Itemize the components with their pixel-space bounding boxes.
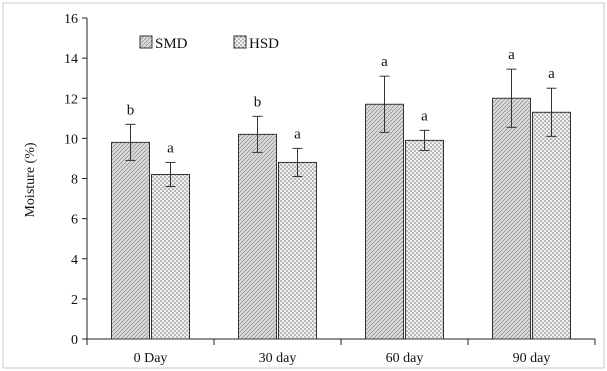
bar-hsd xyxy=(405,139,444,340)
significance-labels: b a b a a a a a xyxy=(127,47,555,156)
bar-hsd xyxy=(278,161,317,340)
bar-smd xyxy=(492,97,531,340)
bar-smd xyxy=(238,133,277,340)
legend-swatch-hsd xyxy=(233,35,247,49)
significance-label: b xyxy=(127,102,135,118)
y-tick-label: 14 xyxy=(64,52,78,67)
y-tick-label: 16 xyxy=(64,12,78,27)
legend: SMD HSD xyxy=(139,35,279,52)
y-tick-label: 12 xyxy=(64,92,78,107)
y-tick-label: 2 xyxy=(71,293,78,308)
bars xyxy=(111,97,571,340)
error-bars xyxy=(125,68,557,188)
legend-label-smd: SMD xyxy=(155,36,188,52)
y-tick-label: 8 xyxy=(71,173,78,188)
significance-label: b xyxy=(254,94,262,110)
significance-label: a xyxy=(294,126,301,142)
bar-smd xyxy=(111,141,150,340)
significance-label: a xyxy=(508,47,515,63)
significance-label: a xyxy=(421,108,428,124)
x-category-label: 0 Day xyxy=(134,351,168,366)
y-tick-label: 0 xyxy=(71,333,78,348)
legend-swatch-smd xyxy=(139,35,153,49)
x-category-label: 30 day xyxy=(259,351,297,366)
y-axis-label: Moisture (%) xyxy=(23,142,38,217)
y-tick-label: 4 xyxy=(71,253,78,268)
bar-smd xyxy=(365,103,404,340)
y-tick-label: 10 xyxy=(64,132,78,147)
x-category-label: 60 day xyxy=(386,351,424,366)
bar-hsd xyxy=(151,173,190,340)
y-axis: 0 2 4 6 8 10 12 14 16 xyxy=(64,12,88,348)
y-tick-label: 6 xyxy=(71,213,78,228)
x-category-label: 90 day xyxy=(513,351,551,366)
legend-label-hsd: HSD xyxy=(249,36,279,52)
significance-label: a xyxy=(167,140,174,156)
bar-hsd xyxy=(532,111,571,340)
significance-label: a xyxy=(381,54,388,70)
significance-label: a xyxy=(548,66,555,82)
